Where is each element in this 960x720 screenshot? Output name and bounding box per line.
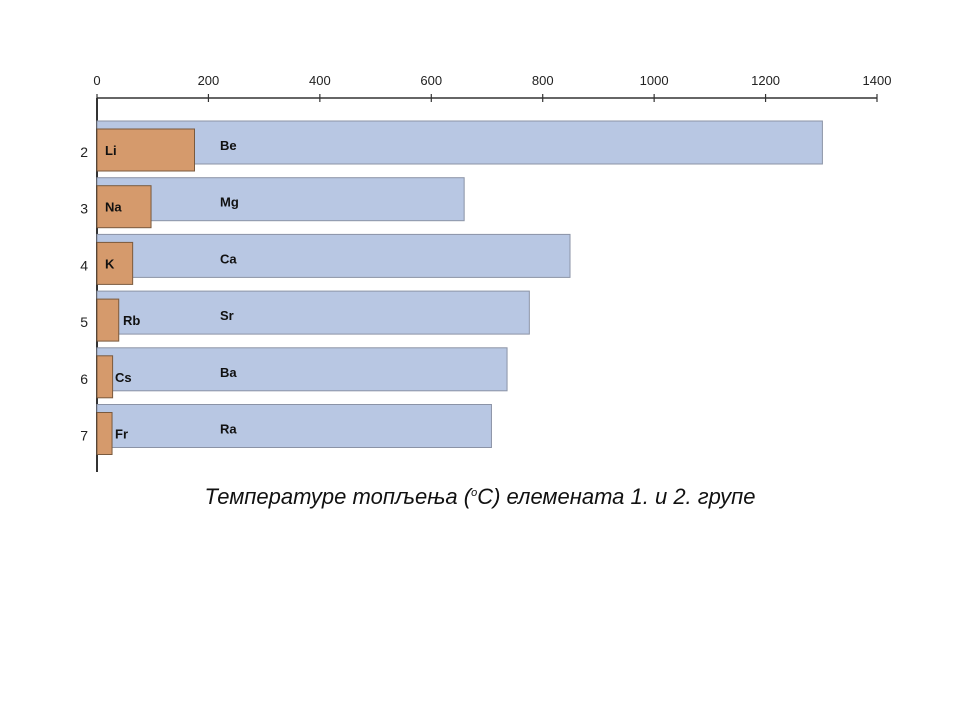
label-rb: Rb	[123, 313, 140, 328]
x-tick-label: 200	[198, 73, 220, 88]
x-tick-label: 0	[93, 73, 100, 88]
bar-fr	[96, 412, 113, 455]
bar-na	[96, 185, 152, 229]
bars	[96, 120, 823, 455]
row-label: 2	[80, 144, 88, 160]
bar-li	[96, 128, 195, 172]
label-ba: Ba	[220, 365, 237, 380]
bar-k	[96, 241, 134, 285]
label-sr: Sr	[220, 308, 234, 323]
label-cs: Cs	[115, 370, 132, 385]
row-label: 6	[80, 371, 88, 387]
row-label: 5	[80, 314, 88, 330]
labels: 2 Be Li 3 Mg Na 4 Ca K 5 Sr Rb 6 Ba Cs 7 Ra Fr	[80, 138, 239, 444]
bar-be	[96, 120, 823, 165]
label-k: K	[105, 256, 115, 271]
caption-text-after: C) елемената 1. и 2. групе	[477, 484, 756, 509]
label-mg: Mg	[220, 195, 239, 210]
x-tick-label: 800	[532, 73, 554, 88]
row-label: 7	[80, 428, 88, 444]
x-tick-label: 600	[420, 73, 442, 88]
bar-rb	[96, 298, 120, 342]
label-ra: Ra	[220, 422, 237, 437]
melting-point-chart: 0 200 400 600 800 1000 1200 1400 2 Be Li 3 Mg Na 4 Ca K…	[80, 73, 892, 472]
label-be: Be	[220, 138, 237, 153]
row-label: 3	[80, 201, 88, 217]
bar-ra	[96, 404, 492, 448]
label-li: Li	[105, 143, 117, 158]
bar-ba	[96, 347, 508, 392]
bar-mg	[96, 177, 465, 222]
label-fr: Fr	[115, 427, 128, 442]
caption-text-before: Температуре топљења (	[204, 484, 472, 509]
bar-ca	[96, 233, 571, 278]
x-tick-label: 1000	[640, 73, 669, 88]
label-na: Na	[105, 200, 122, 215]
bar-cs	[96, 355, 114, 399]
degree-symbol: o	[471, 487, 478, 499]
bar-sr	[96, 290, 530, 335]
row-label: 4	[80, 257, 88, 273]
x-tick-label: 400	[309, 73, 331, 88]
x-tick-label: 1400	[863, 73, 892, 88]
label-ca: Ca	[220, 251, 237, 266]
chart-caption: Температуре топљења (oC) елемената 1. и …	[0, 484, 960, 510]
x-tick-label: 1200	[751, 73, 780, 88]
